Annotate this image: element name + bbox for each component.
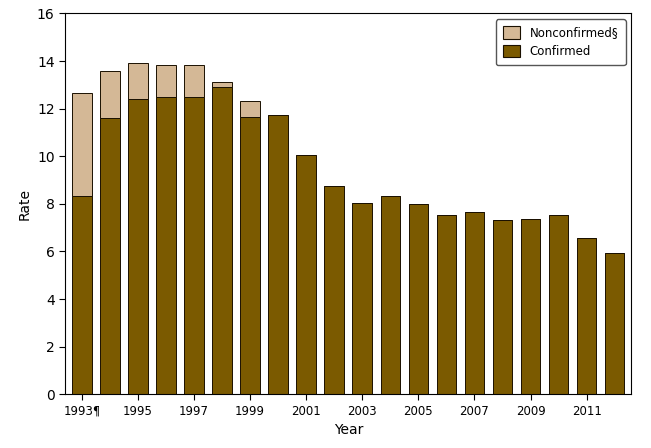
X-axis label: Year: Year bbox=[333, 423, 363, 437]
Bar bbox=[100, 118, 120, 394]
Bar bbox=[212, 82, 232, 87]
Bar bbox=[72, 195, 92, 394]
Bar bbox=[493, 220, 512, 394]
Bar bbox=[156, 97, 176, 394]
Bar bbox=[100, 70, 120, 118]
Y-axis label: Rate: Rate bbox=[18, 188, 31, 220]
Bar bbox=[128, 99, 148, 394]
Bar bbox=[577, 238, 596, 394]
Bar bbox=[156, 65, 176, 97]
Bar bbox=[605, 253, 624, 394]
Bar bbox=[72, 93, 92, 195]
Bar bbox=[128, 64, 148, 99]
Bar bbox=[437, 215, 456, 394]
Bar bbox=[381, 195, 400, 394]
Bar bbox=[184, 97, 204, 394]
Bar bbox=[296, 155, 316, 394]
Bar bbox=[240, 102, 260, 117]
Bar bbox=[268, 115, 288, 394]
Bar bbox=[521, 220, 540, 394]
Bar bbox=[184, 65, 204, 97]
Bar bbox=[324, 186, 344, 394]
Bar bbox=[212, 87, 232, 394]
Legend: Nonconfirmed§, Confirmed: Nonconfirmed§, Confirmed bbox=[495, 19, 626, 65]
Bar bbox=[240, 117, 260, 394]
Bar bbox=[465, 212, 484, 394]
Bar bbox=[409, 204, 428, 394]
Bar bbox=[549, 215, 568, 394]
Bar bbox=[352, 202, 372, 394]
